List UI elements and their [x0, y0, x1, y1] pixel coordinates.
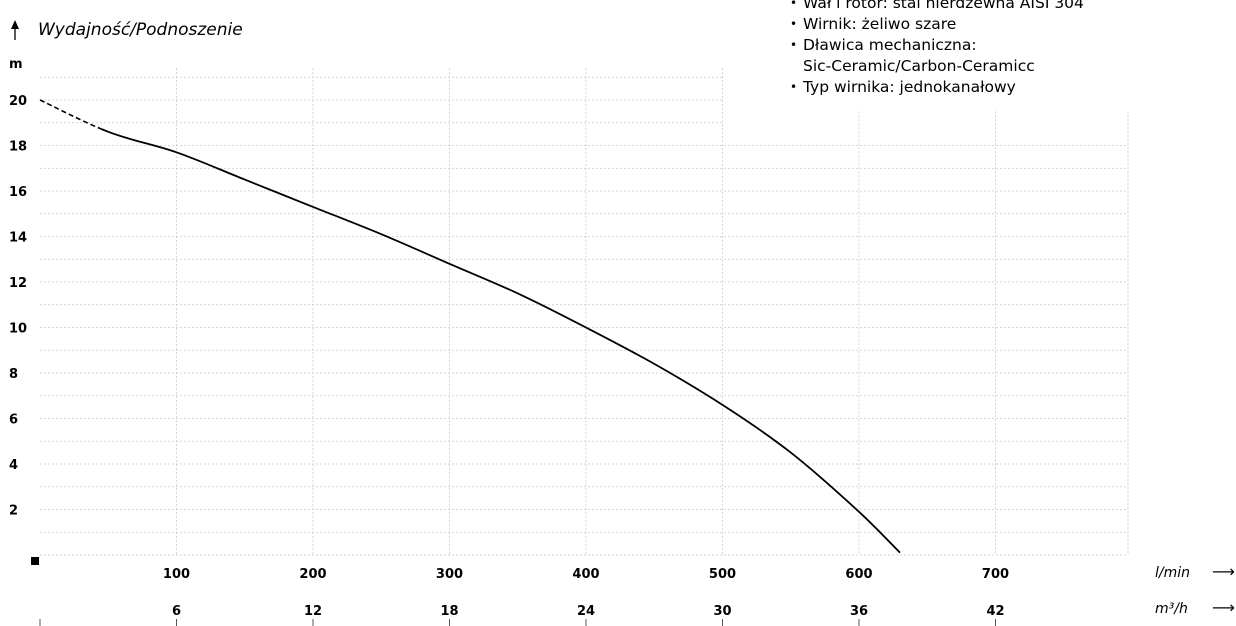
y-tick-label: 18: [9, 140, 27, 155]
x-tick-label: 700: [982, 567, 1009, 582]
chart-title: Wydajność/Podnoszenie: [38, 20, 243, 40]
spec-item: Dławica mechaniczna:: [790, 35, 1084, 56]
x2-tick-label: 12: [304, 604, 322, 619]
x-tick-label: 100: [163, 567, 190, 582]
x-axis-unit-primary: l/min: [1155, 565, 1191, 581]
arrow-right-icon: ⟶: [1212, 562, 1235, 581]
x-tick-label: 200: [299, 567, 326, 582]
y-tick-label: 10: [9, 322, 27, 337]
y-tick-label: 6: [9, 413, 18, 428]
y-tick-label: 2: [9, 504, 18, 519]
x2-tick-label: 30: [713, 604, 731, 619]
spec-list: Wał i rotor: stal nierdzewna AISI 304 Wi…: [790, 0, 1084, 98]
performance-curve: [101, 128, 901, 554]
x2-tick-label: 42: [986, 604, 1004, 619]
x2-tick-label: 6: [172, 604, 181, 619]
spec-item-continuation: Sic-Ceramic/Carbon-Ceramicc: [803, 57, 1035, 75]
arrow-right-icon: ⟶: [1212, 598, 1235, 617]
y-tick-label: 20: [9, 94, 27, 109]
spec-item: Wirnik: żeliwo szare: [790, 14, 1084, 35]
y-axis-arrow-head: [11, 20, 19, 29]
x-tick-label: 300: [436, 567, 463, 582]
x2-tick-label: 18: [440, 604, 458, 619]
x-tick-label: 500: [709, 567, 736, 582]
y-tick-label: 14: [9, 231, 27, 246]
y-tick-label: 4: [9, 458, 18, 473]
x2-tick-label: 24: [577, 604, 595, 619]
x2-tick-label: 36: [850, 604, 868, 619]
y-axis-unit: m: [9, 57, 23, 72]
x-tick-label: 400: [572, 567, 599, 582]
y-tick-label: 12: [9, 276, 27, 291]
spec-item: Wał i rotor: stal nierdzewna AISI 304: [790, 0, 1084, 14]
x-tick-label: 600: [845, 567, 872, 582]
origin-marker: [31, 557, 39, 565]
y-tick-label: 16: [9, 185, 27, 200]
y-tick-label: 8: [9, 367, 18, 382]
spec-item: Typ wirnika: jednokanałowy: [790, 77, 1084, 98]
x-axis-unit-secondary: m³/h: [1155, 601, 1188, 617]
